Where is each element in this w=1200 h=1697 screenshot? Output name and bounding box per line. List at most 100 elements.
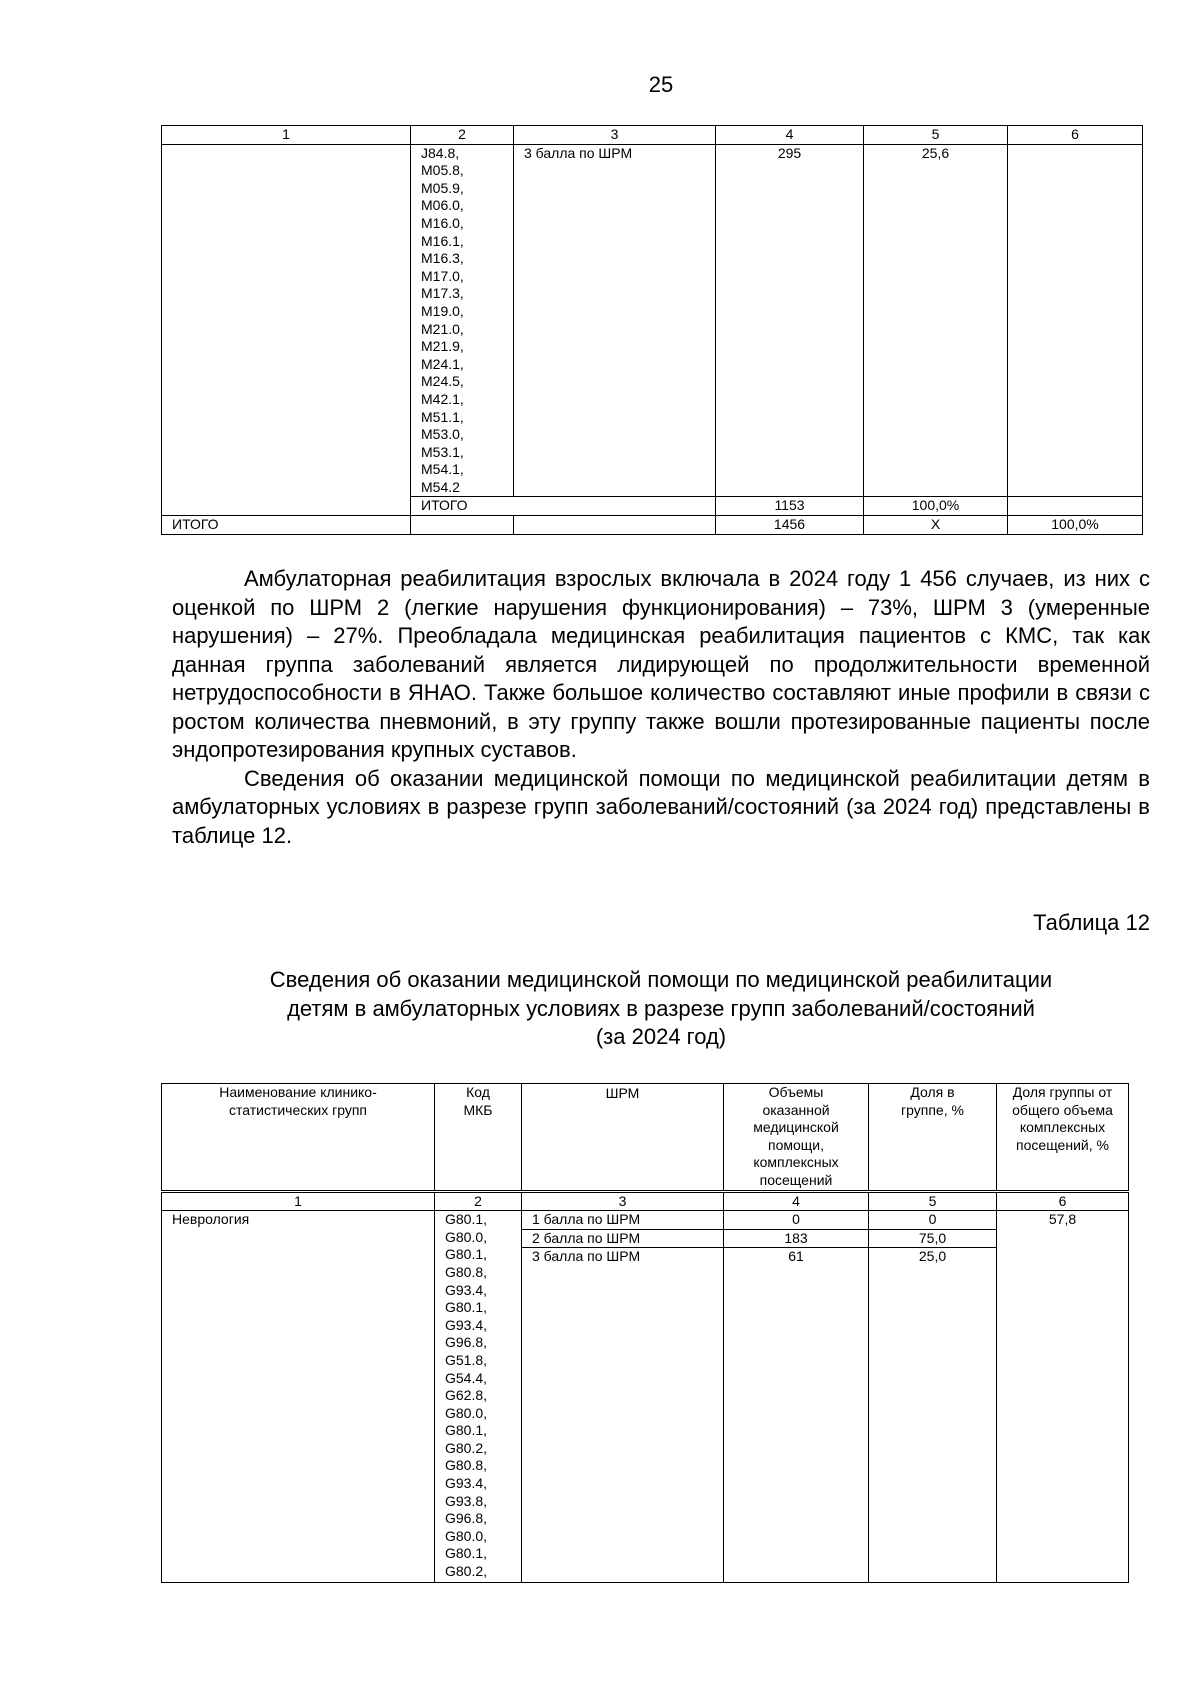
header-cell: Объемы оказанной медицинской помощи, ком… xyxy=(723,1083,869,1192)
col-number: 6 xyxy=(996,1189,1129,1212)
icd-code: G80.1, xyxy=(445,1246,488,1263)
col-number: 4 xyxy=(723,1189,869,1212)
icd-code: M53.1, xyxy=(421,443,464,460)
volume-cell: 61 xyxy=(723,1247,869,1584)
share-cell: 75,0 xyxy=(868,1228,997,1249)
icd-code: M19.0, xyxy=(421,302,464,319)
empty-cell xyxy=(1007,496,1143,517)
total-row: ИТОГО 1456 Х 100,0% xyxy=(161,515,1143,535)
icd-code: G80.1, xyxy=(445,1299,488,1316)
header-cell: Код МКБ xyxy=(434,1083,522,1192)
icd-codes: J84.8, M05.8, M05.9, M06.0, M16.0, M16.1, M16.… xyxy=(410,143,514,498)
icd-code: G80.2, xyxy=(445,1439,488,1456)
icd-code: M21.9, xyxy=(421,338,464,355)
empty-cell xyxy=(513,515,716,535)
icd-code: M17.3, xyxy=(421,285,464,302)
icd-code: G54.4, xyxy=(445,1369,488,1386)
col-number: 2 xyxy=(410,125,514,145)
shrm-cell: 1 балла по ШРМ xyxy=(521,1210,724,1230)
shrm-cell: 3 балла по ШРМ xyxy=(521,1247,724,1584)
table-row: 2 балла по ШРМ 183 75,0 xyxy=(162,1228,1129,1249)
icd-code: G80.1, xyxy=(445,1211,488,1228)
icd-code: G80.8, xyxy=(445,1263,488,1280)
icd-code: G80.0, xyxy=(445,1404,488,1421)
paragraph: Сведения об оказании медицинской помощи … xyxy=(172,765,1150,848)
icd-code: G96.8, xyxy=(445,1510,488,1527)
subtotal-share: 100,0% xyxy=(863,496,1008,517)
caption-line: (за 2024 год) xyxy=(595,1024,727,1049)
col-number: 3 xyxy=(521,1189,724,1212)
table-number-label: Таблица 12 xyxy=(1033,910,1150,935)
col-number: 3 xyxy=(513,125,716,145)
shrm-cell: 2 балла по ШРМ xyxy=(521,1228,724,1249)
caption-line: детям в амбулаторных условиях в разрезе … xyxy=(287,995,1035,1021)
col-number: 4 xyxy=(715,125,864,145)
empty-cell xyxy=(410,515,514,535)
icd-code: G80.1, xyxy=(445,1545,488,1562)
icd-code: J84.8, xyxy=(421,144,460,161)
col-number: 1 xyxy=(161,125,411,145)
icd-code: G80.0, xyxy=(445,1527,488,1544)
icd-code: M42.1, xyxy=(421,390,464,407)
icd-code: M54.1, xyxy=(421,461,464,478)
icd-codes: G80.1, G80.0, G80.1, G80.8, G93.4, G80.1, G93.… xyxy=(434,1210,522,1584)
icd-code: M24.1, xyxy=(421,355,464,372)
total-share: Х xyxy=(863,515,1008,535)
col-number: 2 xyxy=(434,1189,522,1212)
icd-code: M16.1, xyxy=(421,232,464,249)
icd-code: G96.8, xyxy=(445,1334,488,1351)
icd-code: G93.4, xyxy=(445,1475,488,1492)
icd-code: G93.4, xyxy=(445,1281,488,1298)
table-row: J84.8, M05.8, M05.9, M06.0, M16.0, M16.1, M16.… xyxy=(161,143,1143,517)
icd-code: G80.0, xyxy=(445,1228,488,1245)
table-12: Наименование клинико-статистических груп… xyxy=(161,1083,1129,1584)
total-group-share: 100,0% xyxy=(1007,515,1143,535)
column-numbers-row: 1 2 3 4 5 6 xyxy=(161,1189,1129,1212)
col-number: 6 xyxy=(1007,125,1143,145)
subtotal-label: ИТОГО xyxy=(410,496,716,517)
shrm-cell: 3 балла по ШРМ xyxy=(513,143,716,498)
icd-code: M16.3, xyxy=(421,250,464,267)
total-volume: 1456 xyxy=(715,515,864,535)
header-cell: Доля группы от общего объема комплексных… xyxy=(996,1083,1129,1192)
icd-code: M21.0, xyxy=(421,320,464,337)
table-row: Неврология G80.1, G80.0, G80.1, G80.8, G93.4… xyxy=(161,1210,1129,1584)
group-share-cell xyxy=(1007,143,1143,498)
group-name: Неврология xyxy=(161,1210,435,1584)
icd-code: G93.4, xyxy=(445,1316,488,1333)
group-share-cell: 57,8 xyxy=(996,1210,1129,1584)
icd-code: M06.0, xyxy=(421,197,464,214)
subtotal-volume: 1153 xyxy=(715,496,864,517)
volume-cell: 295 xyxy=(715,143,864,498)
share-cell: 0 xyxy=(868,1210,997,1230)
page-number: 25 xyxy=(648,72,674,97)
caption-line: Сведения об оказании медицинской помощи … xyxy=(269,967,1053,992)
header-row: Наименование клинико-статистических груп… xyxy=(161,1083,1129,1192)
icd-code: M05.8, xyxy=(421,162,464,179)
volume-cell: 183 xyxy=(723,1228,869,1249)
icd-code: G51.8, xyxy=(445,1351,488,1368)
icd-code: G80.2, xyxy=(445,1563,488,1580)
table-row: 3 балла по ШРМ 61 25,0 xyxy=(162,1247,1129,1584)
share-cell: 25,6 xyxy=(863,143,1008,498)
icd-code: G80.8, xyxy=(445,1457,488,1474)
volume-cell: 0 xyxy=(723,1210,869,1230)
share-cell: 25,0 xyxy=(868,1247,997,1584)
body-text: Амбулаторная реабилитация взрослых включ… xyxy=(172,565,1150,850)
header-cell: Наименование клинико-статистических груп… xyxy=(161,1083,435,1192)
icd-code: G93.8, xyxy=(445,1492,488,1509)
header-cell: Доля в группе, % xyxy=(868,1083,997,1192)
icd-code: M05.9, xyxy=(421,179,464,196)
col-number: 1 xyxy=(161,1189,435,1212)
group-cell xyxy=(161,143,411,517)
table-caption: Сведения об оказании медицинской помощи … xyxy=(172,966,1150,1052)
icd-code: M53.0, xyxy=(421,426,464,443)
icd-code: G62.8, xyxy=(445,1387,488,1404)
icd-code: M17.0, xyxy=(421,267,464,284)
total-label: ИТОГО xyxy=(161,515,411,535)
icd-code: M16.0, xyxy=(421,214,464,231)
icd-code: G80.1, xyxy=(445,1422,488,1439)
column-numbers-row: 1 2 3 4 5 6 xyxy=(161,125,1143,145)
icd-code: M54.2 xyxy=(421,478,460,495)
header-cell: ШРМ xyxy=(521,1083,724,1192)
